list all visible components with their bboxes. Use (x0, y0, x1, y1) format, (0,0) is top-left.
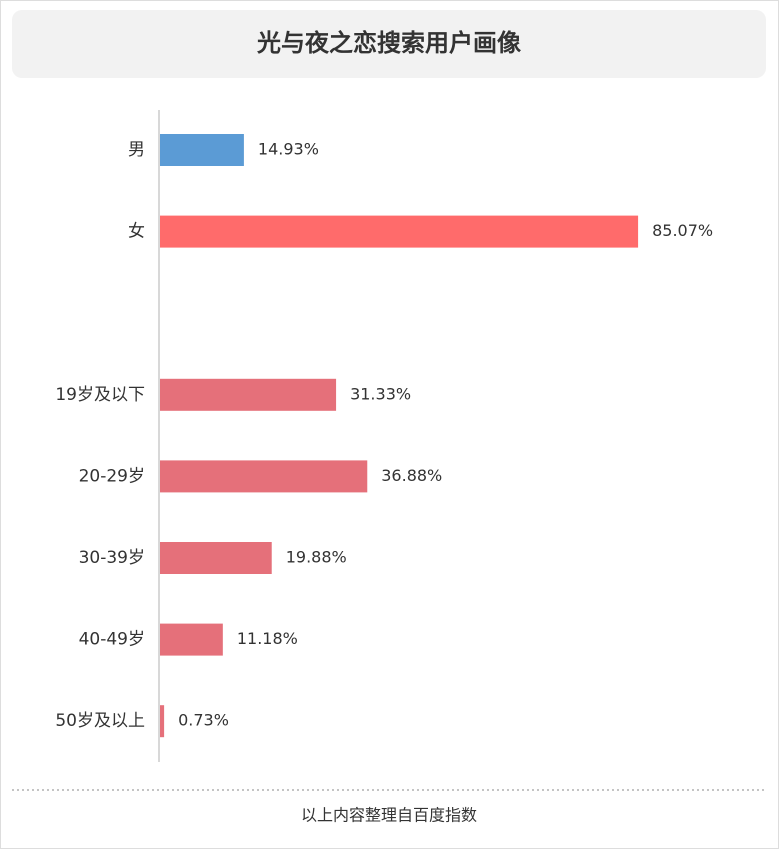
value-label: 0.73% (178, 711, 229, 730)
category-label: 19岁及以下 (55, 385, 145, 405)
category-label: 男 (128, 140, 145, 160)
value-label: 14.93% (258, 140, 319, 159)
bar (160, 623, 223, 656)
value-label: 85.07% (652, 221, 713, 240)
source-note: 以上内容整理自百度指数 (301, 806, 477, 825)
value-label: 11.18% (237, 629, 298, 648)
bar (160, 705, 165, 738)
value-label: 36.88% (381, 466, 442, 485)
value-label: 31.33% (350, 384, 411, 403)
bar (160, 134, 244, 166)
chart-title: 光与夜之恋搜索用户画像 (256, 29, 522, 57)
category-label: 女 (128, 222, 145, 242)
bar (160, 378, 337, 411)
bar (160, 215, 639, 248)
bar (160, 542, 272, 574)
category-label: 40-49岁 (79, 630, 145, 650)
title-box (12, 10, 766, 78)
category-label: 30-39岁 (79, 548, 145, 568)
value-label: 19.88% (286, 548, 347, 567)
bar (160, 460, 368, 493)
category-label: 50岁及以上 (55, 711, 145, 731)
category-label: 20-29岁 (79, 466, 145, 486)
